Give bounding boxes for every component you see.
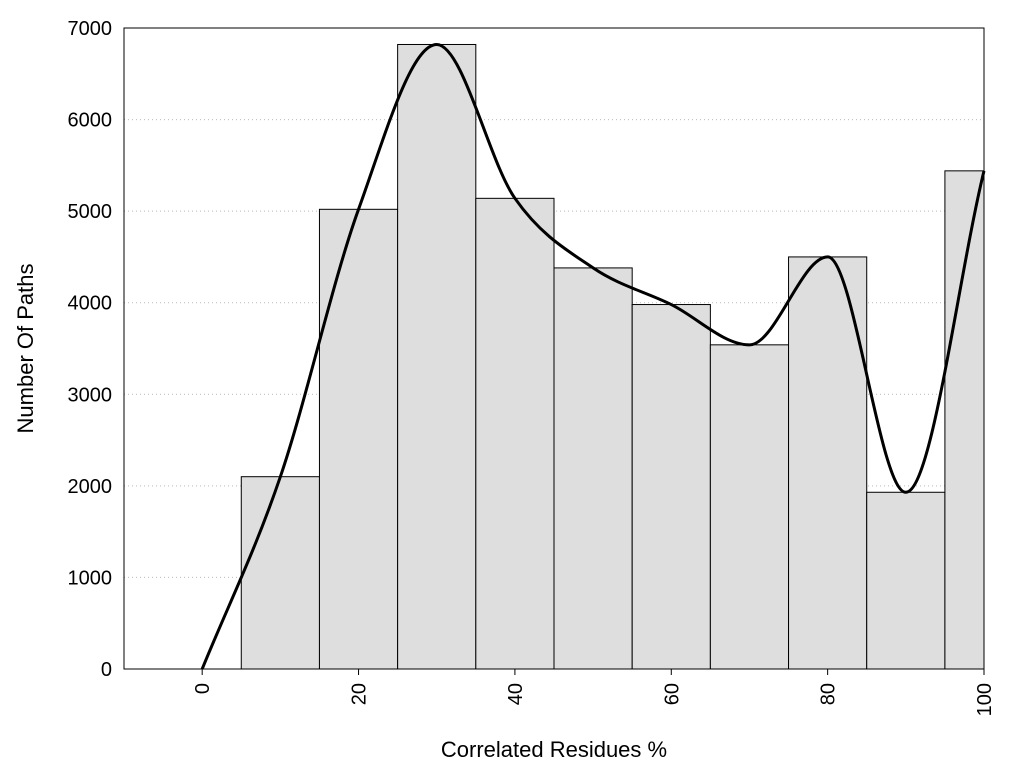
y-tick-label: 5000: [68, 201, 113, 223]
y-tick-label: 1000: [68, 567, 113, 589]
histogram-bar: [553, 267, 633, 670]
histogram-bar: [397, 43, 477, 670]
y-axis-label: Number Of Paths: [13, 264, 38, 434]
histogram-bars: [240, 43, 985, 670]
histogram-bar: [240, 476, 320, 670]
y-tick-label: 2000: [68, 476, 113, 498]
y-tick-label: 4000: [68, 293, 113, 315]
x-tick-label: 60: [661, 683, 683, 705]
x-axis-label: Correlated Residues %: [441, 737, 667, 762]
x-tick-label: 40: [505, 683, 527, 705]
y-tick-label: 7000: [68, 18, 113, 40]
histogram-bar: [944, 170, 985, 670]
histogram-bar: [318, 208, 399, 670]
smooth-curve: [200, 42, 986, 670]
x-tick-label: 20: [349, 683, 371, 705]
histogram-bar: [709, 344, 790, 670]
plot-frame: [123, 27, 985, 670]
histogram-bar: [788, 256, 868, 670]
histogram-bar: [866, 491, 946, 670]
y-tick-label: 6000: [68, 110, 113, 132]
x-tick-label: 0: [192, 683, 214, 694]
histogram-bar: [631, 304, 711, 670]
histogram-bar: [475, 197, 555, 670]
y-axis-ticks: 0 1000 2000 3000 4000 5000 6000 7000: [68, 18, 113, 681]
y-tick-label: 3000: [68, 384, 113, 406]
y-tick-label: 0: [101, 659, 112, 681]
x-axis-ticks: 0 20 40 60 80 100: [192, 669, 996, 716]
x-tick-label: 80: [818, 683, 840, 705]
x-tick-label: 100: [974, 683, 996, 716]
